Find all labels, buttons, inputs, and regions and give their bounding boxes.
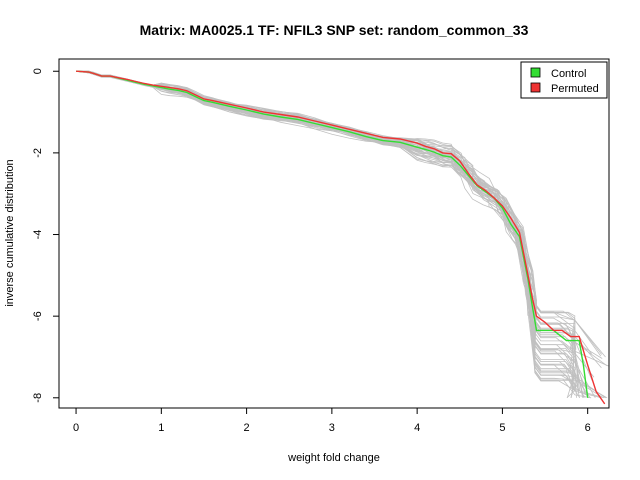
legend-label-control: Control <box>551 68 586 80</box>
series-line-control <box>76 70 589 398</box>
permutation-line <box>76 70 592 355</box>
permutation-line <box>76 70 586 399</box>
legend-swatch-control <box>530 67 541 78</box>
permutation-line <box>76 70 578 387</box>
permutation-line <box>76 70 609 367</box>
x-tick-label: 0 <box>73 422 79 434</box>
permutation-line <box>76 70 580 390</box>
x-axis: 0 1 2 3 4 5 6 <box>73 407 591 434</box>
permutation-line <box>76 70 607 399</box>
x-tick-label: 4 <box>414 422 420 434</box>
x-tick-label: 3 <box>329 422 335 434</box>
permutation-line <box>76 70 576 398</box>
permutation-line <box>76 70 576 389</box>
x-axis-label: weight fold change <box>287 452 380 464</box>
series-line-permuted <box>76 70 606 405</box>
permutation-line <box>76 70 608 367</box>
y-tick-label: -6 <box>32 311 44 321</box>
permutation-line <box>76 70 589 398</box>
permutation-line <box>76 70 586 396</box>
x-tick-label: 2 <box>244 422 250 434</box>
legend-swatch-permuted <box>530 82 541 93</box>
x-tick-label: 6 <box>585 422 591 434</box>
permutation-line <box>76 70 576 398</box>
permutation-line <box>76 70 603 359</box>
permutation-line <box>76 70 603 355</box>
permutation-line <box>76 70 576 353</box>
y-tick-label: -8 <box>32 393 44 403</box>
series-lines-group <box>76 70 606 405</box>
chart-title: Matrix: MA0025.1 TF: NFIL3 SNP set: rand… <box>140 22 529 38</box>
permutation-line <box>76 70 576 389</box>
y-tick-label: -2 <box>32 148 44 158</box>
permutation-line <box>76 70 576 371</box>
permutation-line <box>76 70 579 394</box>
permutation-line <box>76 70 576 371</box>
permutation-line <box>76 70 584 398</box>
permutation-line <box>76 70 606 358</box>
permutation-lines-group <box>76 70 609 399</box>
y-axis: 0 -2 -4 -6 -8 <box>32 68 60 403</box>
y-axis-label: inverse cumulative distribution <box>4 159 16 306</box>
x-tick-label: 5 <box>499 422 505 434</box>
permutation-line <box>76 70 576 399</box>
permutation-line <box>76 70 576 398</box>
permutation-line <box>76 70 602 368</box>
x-tick-label: 1 <box>158 422 164 434</box>
y-tick-label: 0 <box>32 68 44 74</box>
permutation-line <box>76 70 602 357</box>
permutation-line <box>76 70 576 396</box>
permutation-line <box>76 70 580 398</box>
permutation-line <box>76 70 585 398</box>
permutation-line <box>76 70 608 399</box>
legend-label-permuted: Permuted <box>551 83 599 95</box>
legend: Control Permuted <box>520 61 608 99</box>
permutation-line <box>76 70 577 398</box>
permutation-line <box>76 70 606 399</box>
permutation-line <box>76 70 581 399</box>
y-tick-label: -4 <box>32 230 44 240</box>
plot-frame <box>58 58 610 409</box>
permutation-line <box>76 70 576 351</box>
